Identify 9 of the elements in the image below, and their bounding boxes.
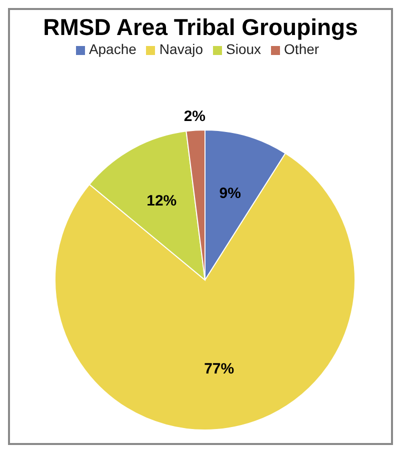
- data-label: 77%: [204, 360, 234, 378]
- legend-label: Navajo: [159, 41, 204, 57]
- legend-label: Other: [284, 41, 320, 57]
- data-label: 9%: [219, 185, 241, 202]
- data-label: 12%: [146, 192, 177, 210]
- chart-title: RMSD Area Tribal Groupings: [42, 14, 359, 41]
- legend-label: Apache: [88, 41, 136, 57]
- data-label: 2%: [184, 108, 206, 125]
- legend-label: Sioux: [226, 41, 262, 57]
